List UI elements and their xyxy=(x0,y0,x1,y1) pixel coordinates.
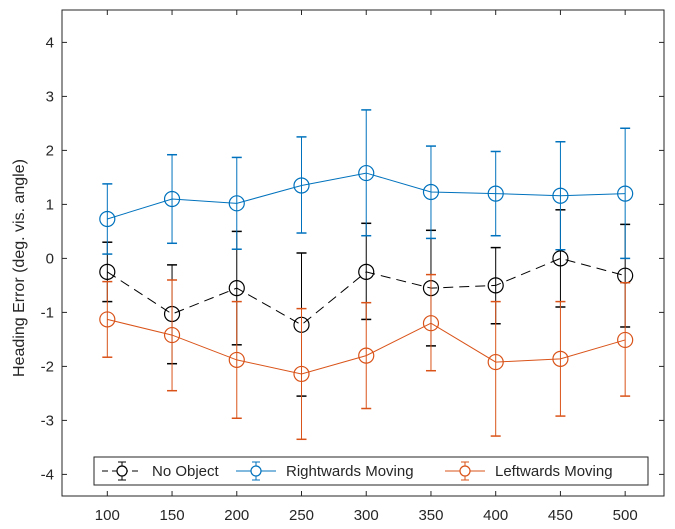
data-point xyxy=(487,277,504,294)
data-point xyxy=(99,311,116,328)
data-point xyxy=(163,326,181,344)
y-axis-ticks: 4 3 2 1 0 -1 -2 -3 -4 xyxy=(41,34,664,483)
data-point xyxy=(163,190,181,208)
plot-frame xyxy=(61,9,665,497)
data-point xyxy=(358,263,375,280)
legend-marker xyxy=(459,465,471,477)
y-tick-label: 4 xyxy=(46,34,54,51)
legend-marker xyxy=(250,465,262,477)
legend-label: No Object xyxy=(152,463,220,480)
legend-entry: No Object xyxy=(102,461,220,481)
data-point xyxy=(617,331,634,349)
data-point xyxy=(293,365,310,383)
data-point xyxy=(358,347,375,364)
data-point xyxy=(552,250,569,267)
series-2 xyxy=(99,273,634,441)
x-axis-ticks: 100 150 200 250 300 350 400 450 500 xyxy=(95,10,638,524)
y-tick-label: -1 xyxy=(41,304,54,321)
y-axis-label: Heading Error (deg. vis. angle) xyxy=(11,159,28,377)
y-tick-label: -3 xyxy=(41,412,54,429)
x-tick-label: 500 xyxy=(613,507,638,524)
plot-border xyxy=(61,9,665,497)
data-point xyxy=(358,164,375,182)
legend-label: Leftwards Moving xyxy=(495,463,613,480)
data-point xyxy=(99,263,116,280)
data-point xyxy=(487,185,504,202)
y-tick-label: 3 xyxy=(46,88,54,105)
data-point xyxy=(617,185,634,202)
legend-entry: Rightwards Moving xyxy=(236,461,414,481)
y-tick-label: -2 xyxy=(41,358,54,375)
data-point xyxy=(228,351,245,369)
data-point xyxy=(487,353,504,371)
data-point xyxy=(228,280,245,297)
series-1 xyxy=(99,109,634,260)
x-tick-label: 450 xyxy=(548,507,573,524)
x-tick-label: 250 xyxy=(289,507,314,524)
y-tick-label: 1 xyxy=(46,196,54,213)
data-point xyxy=(228,195,245,212)
legend-entry: Leftwards Moving xyxy=(445,461,613,481)
data-point xyxy=(293,177,310,194)
series-layer xyxy=(99,109,634,441)
data-point xyxy=(552,350,569,367)
legend-marker xyxy=(116,465,128,477)
data-point xyxy=(422,183,440,201)
legend: No Object Rightwards Moving Leftwards Movi… xyxy=(93,456,649,486)
legend-label: Rightwards Moving xyxy=(286,463,414,480)
x-tick-label: 300 xyxy=(354,507,379,524)
y-tick-label: -4 xyxy=(41,466,54,483)
data-point xyxy=(422,315,440,332)
legend-box xyxy=(93,456,649,486)
x-tick-label: 150 xyxy=(160,507,185,524)
x-tick-label: 350 xyxy=(418,507,443,524)
x-tick-label: 200 xyxy=(224,507,249,524)
data-point xyxy=(552,187,569,204)
y-tick-label: 0 xyxy=(46,250,54,267)
y-tick-label: 2 xyxy=(46,142,54,159)
x-tick-label: 400 xyxy=(483,507,508,524)
data-point xyxy=(99,210,116,228)
x-tick-label: 100 xyxy=(95,507,120,524)
